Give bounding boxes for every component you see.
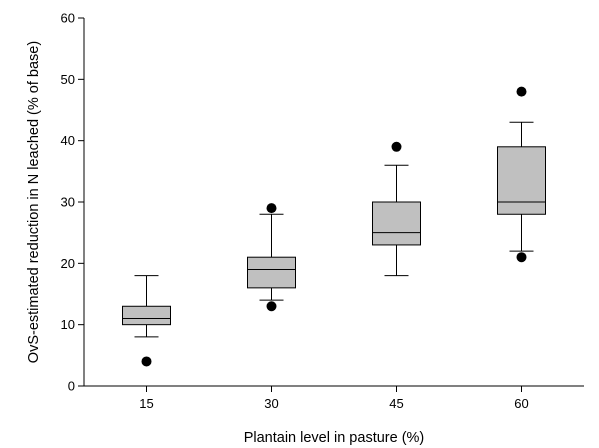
outlier-point xyxy=(516,86,527,97)
x-axis-title: Plantain level in pasture (%) xyxy=(244,430,425,446)
x-tick-label: 30 xyxy=(264,396,278,411)
boxes xyxy=(122,86,546,367)
outlier-point xyxy=(141,356,152,367)
y-ticks: 0 10 20 30 40 50 60 xyxy=(61,11,84,394)
box-group-45 xyxy=(372,141,421,277)
y-axis-title: OvS-estimated reduction in N leached (% … xyxy=(26,41,42,363)
y-tick-label: 40 xyxy=(61,133,75,148)
x-tick-label: 15 xyxy=(139,396,153,411)
box-group-60 xyxy=(497,86,546,263)
iqr-box xyxy=(497,146,546,215)
outlier-point xyxy=(266,301,277,312)
y-tick-label: 30 xyxy=(61,195,75,210)
y-tick-label: 50 xyxy=(61,72,75,87)
box-group-15 xyxy=(122,275,171,367)
y-tick-label: 0 xyxy=(68,379,75,394)
x-tick-label: 60 xyxy=(514,396,528,411)
outlier-point xyxy=(266,203,277,214)
x-tick-label: 45 xyxy=(389,396,403,411)
iqr-box xyxy=(122,305,171,326)
y-tick-label: 10 xyxy=(61,317,75,332)
y-tick-label: 60 xyxy=(61,11,75,26)
iqr-box xyxy=(247,256,296,289)
outlier-point xyxy=(516,252,527,263)
outlier-point xyxy=(391,141,402,152)
y-tick-label: 20 xyxy=(61,256,75,271)
x-ticks: 15 30 45 60 xyxy=(139,386,529,411)
iqr-box xyxy=(372,201,421,246)
box-group-30 xyxy=(247,203,296,312)
